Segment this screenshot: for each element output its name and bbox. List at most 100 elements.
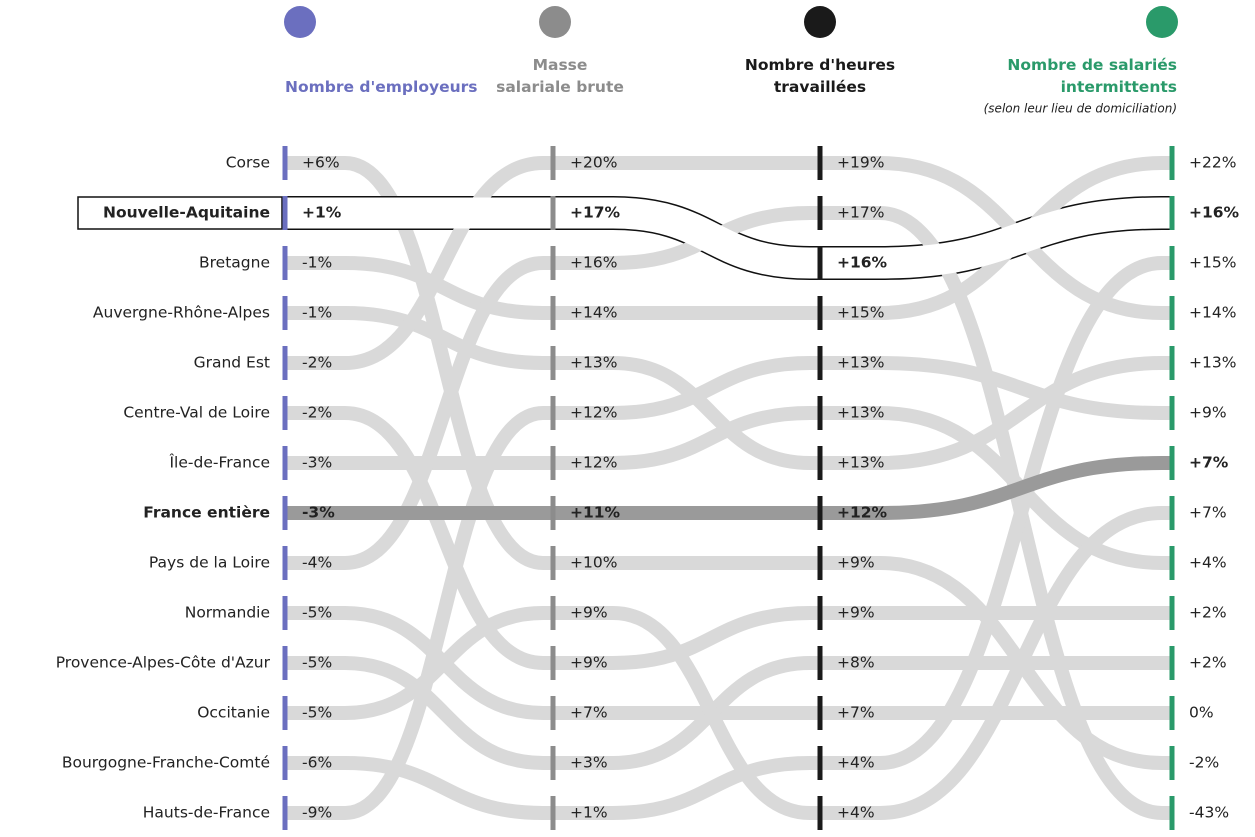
column-bar — [817, 646, 823, 680]
value-label: +13% — [1189, 354, 1236, 372]
value-label: +4% — [837, 804, 875, 822]
value-label: +9% — [1189, 404, 1227, 422]
value-label: +2% — [1189, 604, 1227, 622]
value-label: +7% — [1189, 504, 1227, 522]
region-line — [285, 256, 1172, 820]
value-label: -2% — [302, 354, 332, 372]
region-label: Bretagne — [199, 254, 270, 272]
column-bar — [817, 696, 823, 730]
value-label: +4% — [1189, 554, 1227, 572]
column-bar — [817, 746, 823, 780]
column-bar — [817, 146, 823, 180]
value-label: -9% — [302, 804, 332, 822]
column-bar — [550, 196, 556, 230]
column-bar — [550, 346, 556, 380]
region-line — [285, 197, 1172, 279]
value-label: +10% — [570, 554, 617, 572]
value-label: +15% — [837, 304, 884, 322]
column-bar — [817, 546, 823, 580]
column-bar — [817, 196, 823, 230]
region-label: France entière — [143, 504, 270, 522]
value-label: -4% — [302, 554, 332, 572]
value-label: -3% — [302, 454, 332, 472]
column-bar — [550, 746, 556, 780]
region-label: Hauts-de-France — [143, 804, 270, 822]
value-label: +11% — [570, 504, 621, 522]
column-bar — [550, 596, 556, 630]
column-bar — [282, 346, 288, 380]
region-label: Pays de la Loire — [149, 554, 270, 572]
column-bar — [1169, 296, 1175, 330]
column-bar — [1169, 446, 1175, 480]
value-label: -1% — [302, 254, 332, 272]
column-bar — [1169, 646, 1175, 680]
column-bar — [282, 246, 288, 280]
column-bar — [550, 146, 556, 180]
value-label: +20% — [570, 154, 617, 172]
value-label: +8% — [837, 654, 875, 672]
column-header: Nombre de salariés intermittents — [1007, 56, 1177, 96]
value-label: +13% — [837, 454, 884, 472]
region-line — [285, 155, 1172, 370]
value-label: -2% — [1189, 754, 1219, 772]
column-bar — [282, 446, 288, 480]
region-label: Occitanie — [197, 704, 270, 722]
value-label: 0% — [1189, 704, 1214, 722]
column-bar — [282, 196, 288, 230]
value-label: +19% — [837, 154, 884, 172]
region-line — [285, 356, 1172, 820]
column-bar — [1169, 396, 1175, 430]
column-bar — [282, 146, 288, 180]
value-label: +6% — [302, 154, 340, 172]
column-bar — [282, 596, 288, 630]
column-bar — [550, 546, 556, 580]
region-label: Provence-Alpes-Côte d'Azur — [56, 654, 271, 672]
region-label: Normandie — [185, 604, 270, 622]
value-label: +4% — [837, 754, 875, 772]
value-label: +13% — [570, 354, 617, 372]
value-label: +16% — [837, 254, 888, 272]
value-label: +16% — [1189, 204, 1240, 222]
column-bar — [282, 696, 288, 730]
column-bar — [282, 796, 288, 830]
column-bar — [550, 496, 556, 530]
column-bar — [550, 646, 556, 680]
column-bar — [1169, 346, 1175, 380]
column-bar — [550, 446, 556, 480]
value-label: +15% — [1189, 254, 1236, 272]
value-label: -43% — [1189, 804, 1229, 822]
value-label: +16% — [570, 254, 617, 272]
column-bar — [817, 796, 823, 830]
column-note: (selon leur lieu de domiciliation) — [984, 102, 1177, 116]
value-label: +13% — [837, 354, 884, 372]
value-label: +9% — [837, 604, 875, 622]
column-bar — [1169, 246, 1175, 280]
header-dot — [804, 6, 836, 38]
column-bar — [282, 746, 288, 780]
column-bar — [1169, 496, 1175, 530]
value-label: +7% — [837, 704, 875, 722]
region-line — [285, 406, 1172, 570]
region-label: Grand Est — [194, 354, 270, 372]
column-bar — [817, 446, 823, 480]
region-label: Corse — [226, 154, 270, 172]
value-label: +13% — [837, 404, 884, 422]
value-label: -5% — [302, 604, 332, 622]
column-bar — [282, 646, 288, 680]
column-bar — [817, 246, 823, 280]
value-label: +9% — [570, 604, 608, 622]
column-bar — [550, 296, 556, 330]
value-label: +17% — [570, 204, 621, 222]
value-label: +12% — [837, 504, 888, 522]
column-bar — [550, 246, 556, 280]
region-label: Île-de-France — [168, 453, 270, 472]
column-bar — [817, 396, 823, 430]
value-label: -6% — [302, 754, 332, 772]
marks: Nombre d'employeurs Masse salariale brute N… — [56, 6, 1240, 830]
column-bar — [817, 296, 823, 330]
value-label: +12% — [570, 404, 617, 422]
column-header: Masse salariale brute — [496, 56, 624, 96]
column-bar — [817, 346, 823, 380]
column-bar — [1169, 746, 1175, 780]
